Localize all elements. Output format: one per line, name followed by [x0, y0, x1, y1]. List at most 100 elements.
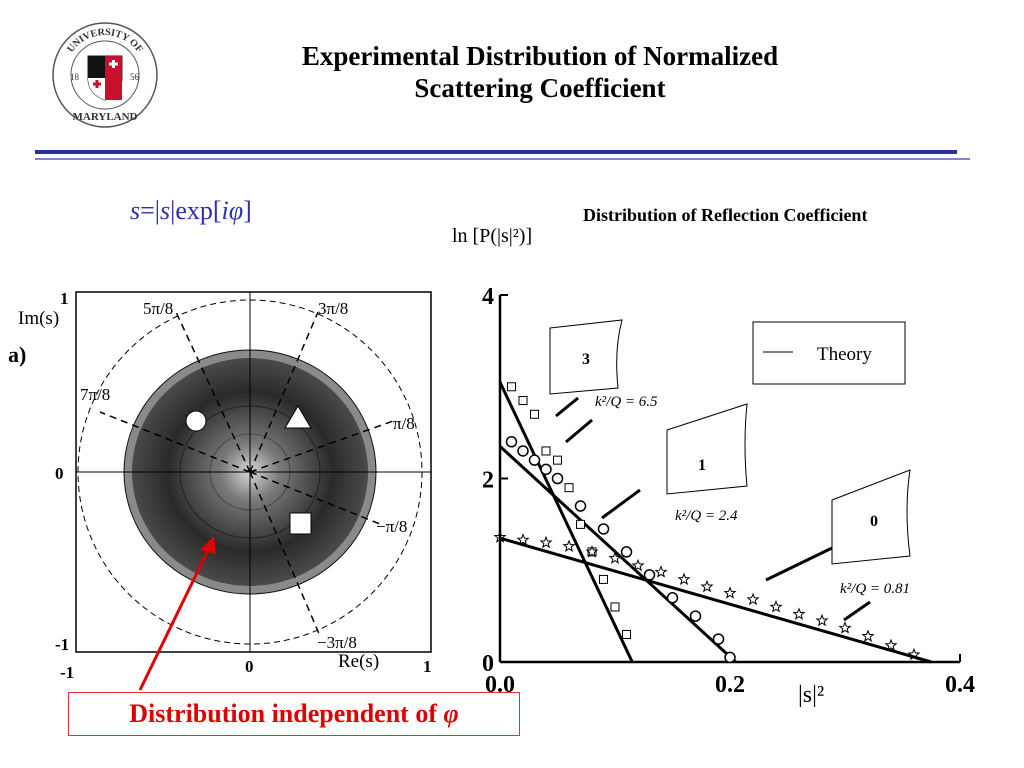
data-point-star [884, 638, 898, 652]
y-tick-top: 1 [60, 289, 69, 308]
legend-label: Theory [817, 344, 872, 365]
data-point-circle [551, 472, 564, 485]
data-point-circle [666, 592, 679, 604]
data-point-square [541, 446, 551, 456]
data-point-circle [540, 463, 552, 476]
data-point-square [576, 519, 585, 529]
right-x-axis-label: |s|² [798, 682, 824, 708]
y-tick-bottom: -1 [55, 635, 69, 654]
data-point-circle [724, 651, 736, 664]
data-point-square [530, 409, 539, 419]
cavity-inset-0 [831, 469, 911, 565]
annotation-2-4: k²/Q = 2.4 [675, 508, 738, 524]
red-arrowhead [200, 536, 216, 554]
inset-label-1: 1 [698, 457, 706, 474]
theory-line-circle [498, 445, 737, 664]
y-tick-mid: 0 [55, 464, 64, 483]
data-point-square [518, 396, 528, 406]
data-point-square [564, 483, 574, 493]
angle-label-neg-3pi8: −3π/8 [317, 633, 357, 652]
angle-label-3pi8: 3π/8 [318, 299, 348, 318]
formula-s-exp: s=|s|exp[iφ] [130, 196, 252, 225]
y-tick-label: 0 [482, 651, 494, 677]
data-point-square [622, 629, 631, 639]
slide-title-line2: Scattering Coefficient [414, 73, 666, 103]
square-marker [289, 512, 312, 535]
data-point-square [610, 602, 620, 612]
data-point-star [792, 607, 806, 620]
data-point-square [507, 382, 516, 392]
data-point-square [599, 574, 608, 584]
shield-icon [87, 55, 123, 101]
data-point-square [587, 547, 597, 557]
caption-box: Distribution independent of φ [68, 692, 520, 736]
data-point-star [562, 539, 576, 552]
slide-title-line1: Experimental Distribution of Normalized [301, 41, 779, 71]
x-tick-label: 0.0 [485, 672, 515, 698]
data-point-star [677, 572, 691, 586]
data-point-circle [528, 454, 541, 466]
theory-line-star [499, 536, 932, 664]
data-point-circle [712, 633, 725, 645]
title-rule-primary [35, 150, 957, 154]
legend-box [752, 321, 906, 385]
university-seal-logo: UNIVERSITY OF 18 56 MARYLAND [52, 22, 158, 128]
right-plot-y-label: ln [P(|s|²)] [452, 225, 533, 247]
data-point-star [585, 545, 599, 558]
title-rule-secondary [35, 158, 970, 160]
data-point-star [539, 535, 553, 549]
slide-title: Experimental Distribution of Normalized … [210, 40, 870, 104]
y-tick-label: 2 [482, 468, 494, 494]
right-scatter-plot: 0.0 0.2 0.4 0 2 4 Theory 3 1 0 k²/Q = 6.5 k²/… [482, 284, 975, 708]
data-point-star [700, 579, 714, 593]
annotation-6-5: k²/Q = 6.5 [595, 394, 658, 410]
inset-label-0: 0 [870, 513, 878, 530]
x-tick-label: 0.4 [945, 672, 975, 698]
data-point-star [861, 629, 875, 642]
angle-label-neg-pi8: −π/8 [376, 517, 407, 536]
inset-label-3: 3 [582, 351, 590, 368]
data-point-star [654, 565, 668, 578]
panel-label: a) [8, 342, 26, 367]
annotation-arrows [555, 396, 871, 622]
angle-label-5pi8: 5π/8 [143, 299, 173, 318]
x-tick-left: -1 [60, 663, 74, 682]
data-point-circle [505, 436, 518, 448]
seal-year-left: 18 [70, 72, 80, 82]
data-point-square [553, 455, 562, 465]
data-point-circle [620, 546, 633, 558]
left-y-axis-label: Im(s) [18, 308, 59, 329]
data-point-star [746, 592, 760, 606]
data-point-star [907, 647, 921, 661]
data-point-circle [517, 445, 529, 457]
right-plot-subheading: Distribution of Reflection Coefficient [583, 205, 868, 225]
x-tick-mid: 0 [245, 657, 254, 676]
triangle-marker [284, 405, 312, 429]
y-tick-label: 4 [482, 284, 494, 310]
angle-label-pi8: π/8 [393, 414, 415, 433]
circle-marker [185, 410, 207, 432]
cavity-inset-1 [666, 403, 748, 495]
x-tick-label: 0.2 [715, 672, 745, 698]
data-point-star [838, 621, 852, 634]
data-point-star [815, 613, 829, 627]
data-point-star [769, 599, 783, 613]
theory-line-square [498, 381, 634, 663]
data-point-circle [574, 500, 587, 512]
data-point-circle [689, 610, 702, 622]
red-arrow [138, 541, 214, 691]
data-point-star [631, 558, 645, 572]
cavity-inset-3 [549, 319, 623, 395]
data-point-circle [597, 523, 610, 535]
seal-year-right: 56 [130, 72, 140, 82]
data-point-star [608, 551, 622, 564]
angle-divider-lines [99, 311, 397, 637]
data-point-star [723, 586, 737, 599]
annotation-0-81: k²/Q = 0.81 [840, 581, 910, 597]
data-point-star [493, 530, 507, 543]
seal-bottom-text: MARYLAND [73, 111, 138, 123]
left-polar-plot: 5π/8 3π/8 7π/8 π/8 −π/8 −3π/8 Im(s) a) 1… [8, 289, 432, 691]
data-point-star [516, 533, 530, 546]
left-x-axis-label: Re(s) [338, 651, 379, 672]
x-tick-right: 1 [423, 657, 432, 676]
